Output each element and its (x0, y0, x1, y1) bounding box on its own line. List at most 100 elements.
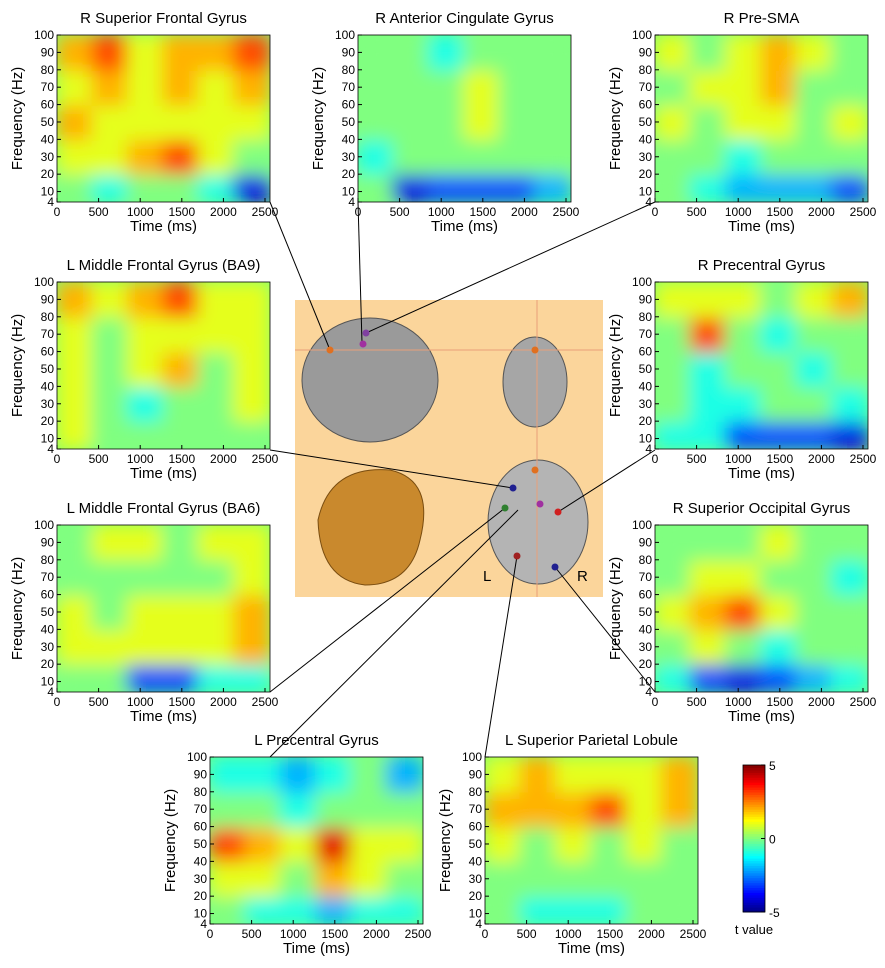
cell-layer (654, 281, 869, 450)
cell (197, 104, 234, 141)
x-tick-label: 2000 (808, 452, 835, 466)
cell-layer (56, 524, 271, 693)
y-tick-label: 30 (639, 150, 653, 164)
cell (831, 351, 869, 388)
cell (428, 104, 465, 141)
y-tick-label: 70 (41, 570, 55, 584)
y-tick-label: 20 (194, 889, 208, 903)
x-tick-label: 0 (652, 205, 659, 219)
x-tick-label: 500 (242, 927, 262, 941)
x-tick-label: 0 (652, 452, 659, 466)
cell (795, 34, 832, 71)
cell (91, 594, 128, 631)
y-tick-label: 40 (342, 132, 356, 146)
cell (350, 791, 387, 828)
cell (233, 281, 271, 318)
x-tick-label: 1500 (168, 452, 195, 466)
cell (162, 524, 199, 561)
cell (91, 69, 128, 106)
cells (484, 756, 699, 925)
cell (654, 351, 691, 388)
cell (233, 351, 271, 388)
y-tick-label: 90 (194, 767, 208, 781)
x-tick-label: 2000 (808, 205, 835, 219)
cell (233, 594, 271, 631)
brain-label: R (577, 568, 588, 585)
x-tick-label: 1000 (725, 205, 752, 219)
cell (197, 281, 234, 318)
cell (91, 316, 128, 353)
cell (689, 69, 726, 106)
cell (197, 138, 234, 175)
heatmap-panel: 0500100015002000250041020304050607080901… (9, 500, 279, 725)
x-tick-label: 2500 (405, 927, 432, 941)
y-tick-label: 100 (462, 750, 482, 764)
cell (280, 895, 317, 925)
cell (197, 559, 234, 596)
cell (209, 791, 246, 828)
y-tick-label: 20 (41, 414, 55, 428)
cell (760, 385, 797, 422)
cell (233, 559, 271, 596)
cell (555, 791, 592, 828)
cell (127, 69, 164, 106)
x-tick-label: 2000 (638, 927, 665, 941)
cell (725, 594, 762, 631)
cell (233, 385, 271, 422)
chart-title: R Pre-SMA (724, 10, 800, 27)
y-tick-label: 10 (41, 675, 55, 689)
x-tick-label: 1000 (725, 695, 752, 709)
cell (350, 860, 387, 897)
cell (127, 385, 164, 422)
cell (725, 663, 762, 693)
cell (209, 860, 246, 897)
cell (350, 826, 387, 863)
y-tick-label: 100 (187, 750, 207, 764)
cell (555, 756, 592, 793)
cell (689, 173, 726, 203)
heatmap-panel: 0500100015002000250041020304050607080901… (607, 257, 877, 482)
y-tick-label: 90 (639, 535, 653, 549)
cell (357, 69, 394, 106)
cell (209, 826, 246, 863)
cell (760, 594, 797, 631)
cell (484, 895, 521, 925)
cell-layer (484, 756, 699, 925)
x-tick-label: 1000 (127, 205, 154, 219)
cell (127, 663, 164, 693)
y-axis-label: Frequency (Hz) (607, 314, 624, 417)
x-tick-label: 1000 (555, 927, 582, 941)
cell (654, 524, 691, 561)
cell (484, 826, 521, 863)
cell (392, 138, 429, 175)
cell (233, 524, 271, 561)
cell (392, 104, 429, 141)
cell (760, 628, 797, 665)
y-axis-label: Frequency (Hz) (437, 789, 454, 892)
cell (357, 173, 394, 203)
y-axis-label: Frequency (Hz) (162, 789, 179, 892)
cell (392, 34, 429, 71)
cell (625, 860, 662, 897)
cell (162, 173, 199, 203)
y-tick-label: 10 (639, 675, 653, 689)
cell (56, 385, 93, 422)
colorbar-tick-label: 0 (769, 833, 776, 847)
cell (519, 791, 556, 828)
cell (392, 173, 429, 203)
cell (233, 316, 271, 353)
cell (127, 351, 164, 388)
cell (56, 34, 93, 71)
x-tick-label: 1500 (168, 205, 195, 219)
cell (127, 524, 164, 561)
cell (725, 420, 762, 450)
cell (654, 594, 691, 631)
cell (689, 663, 726, 693)
cell (162, 281, 199, 318)
cell (350, 756, 387, 793)
y-axis-label: Frequency (Hz) (310, 67, 327, 170)
y-tick-label: 100 (632, 518, 652, 532)
cell (795, 385, 832, 422)
cell (197, 628, 234, 665)
y-tick-label: 100 (34, 518, 54, 532)
